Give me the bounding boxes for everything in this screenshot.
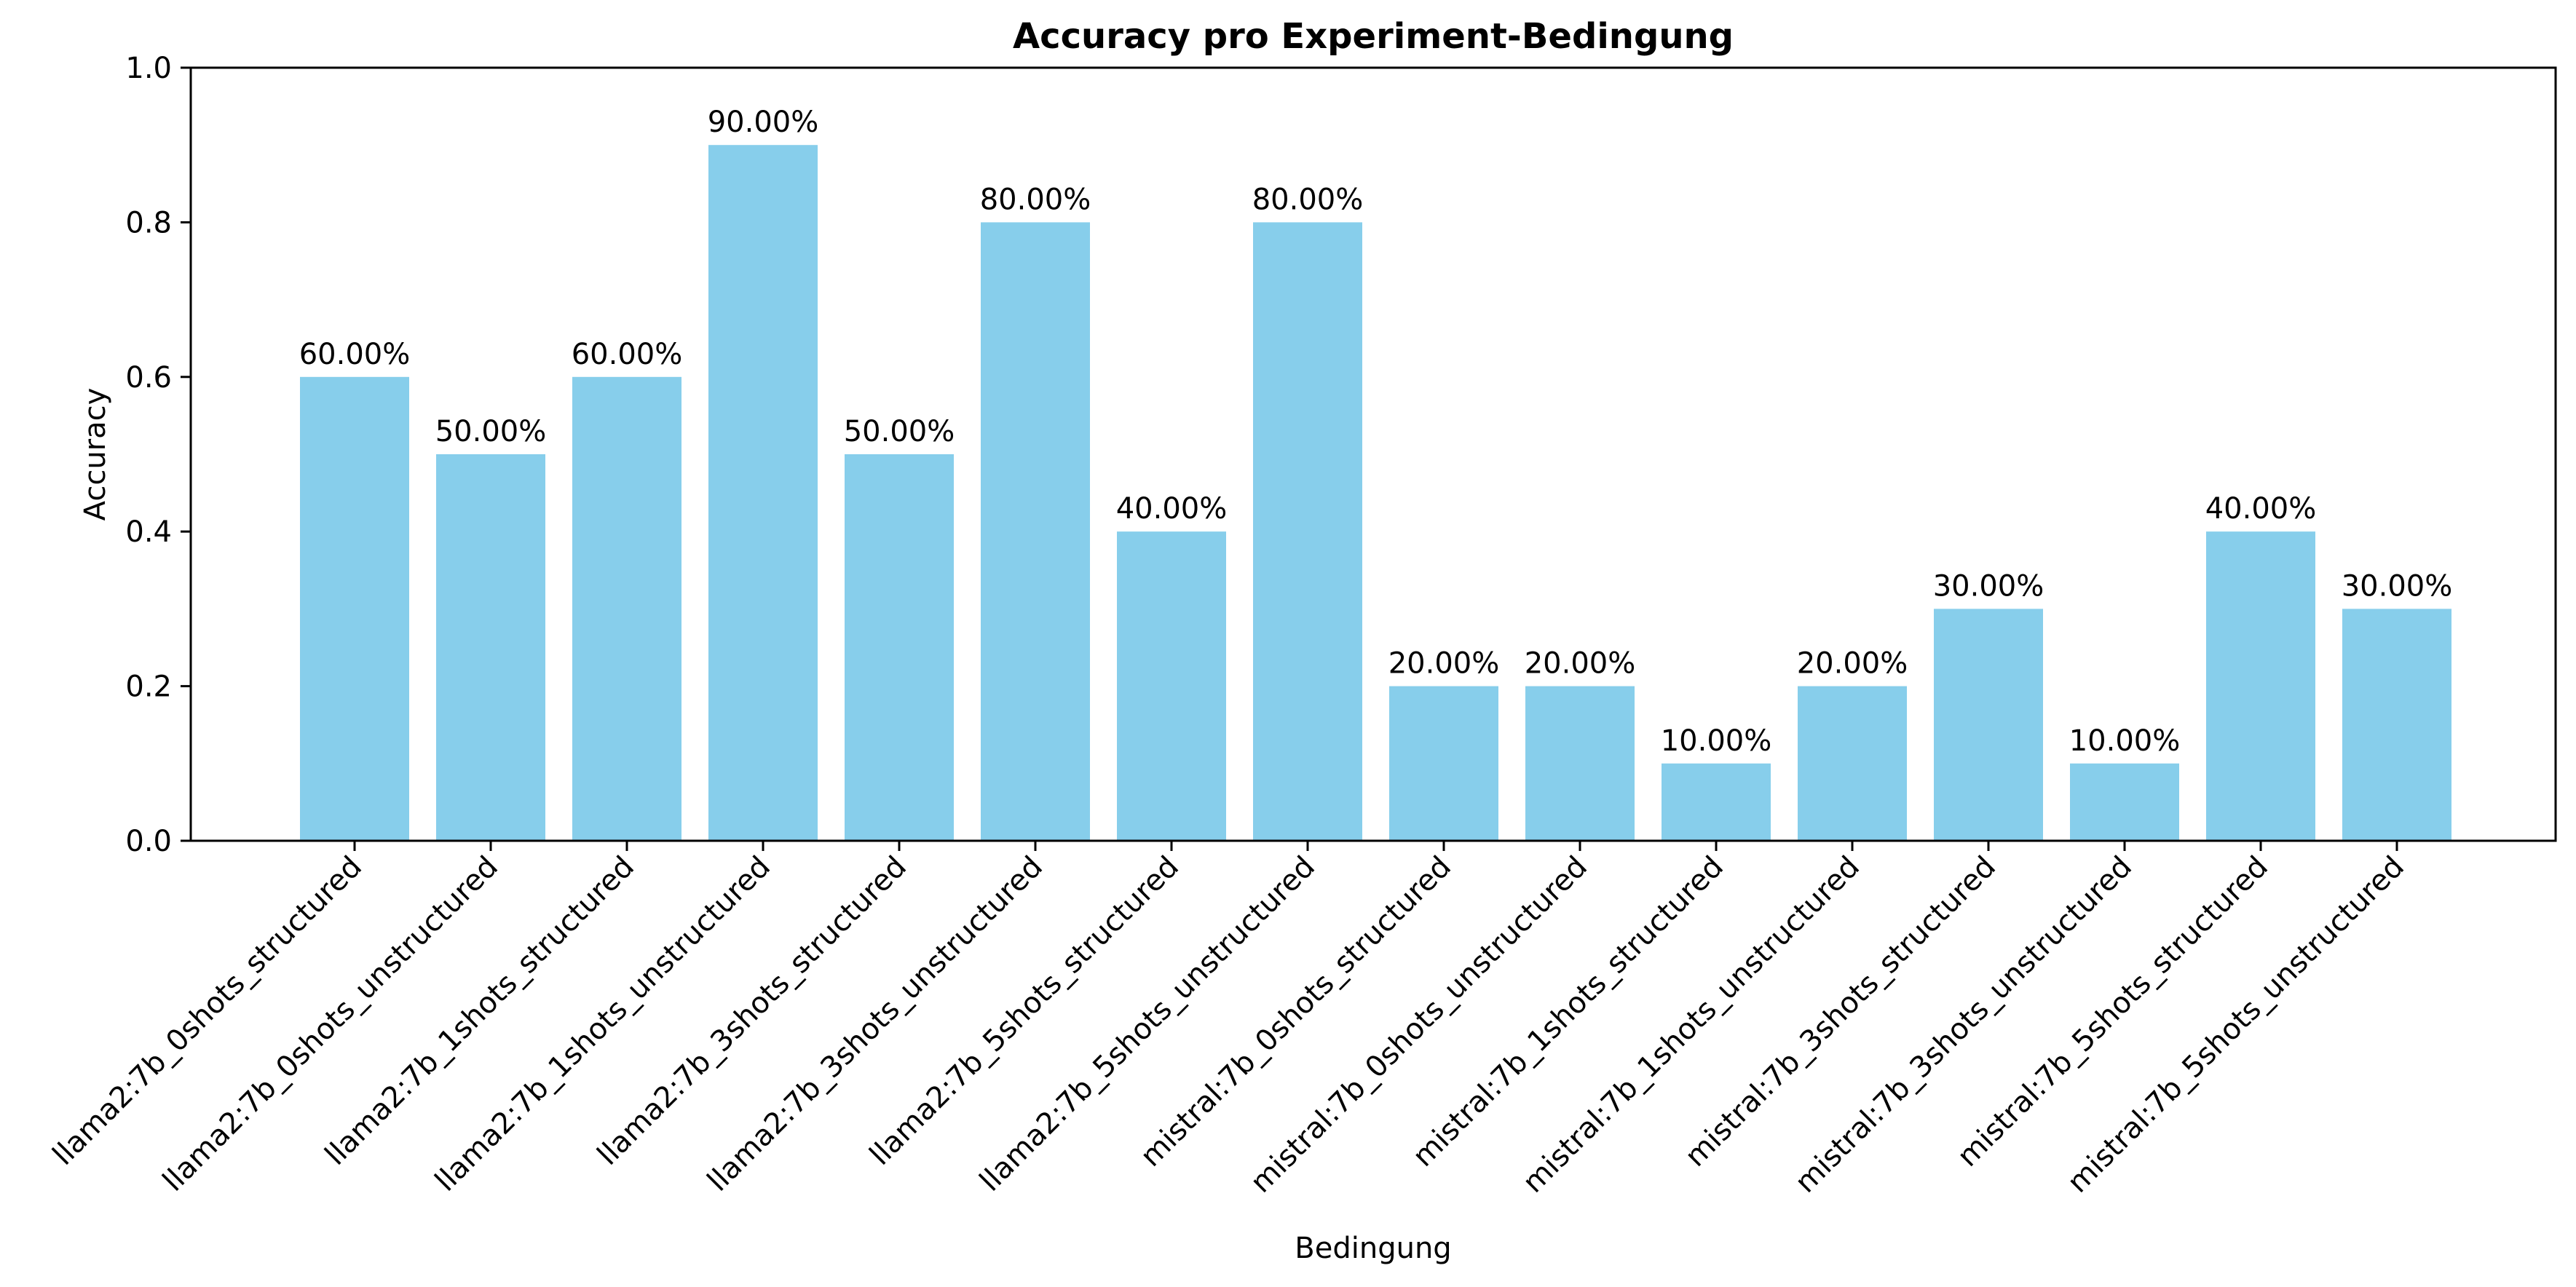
plot-frame [189, 66, 2557, 842]
data-label-12: 20.00% [1797, 647, 1908, 681]
bar-8 [1253, 222, 1362, 841]
y-tick-label: 0.2 [125, 670, 172, 704]
data-label-6: 80.00% [980, 183, 1091, 216]
bar-15 [2206, 531, 2315, 841]
y-tick-label: 0.4 [125, 515, 172, 549]
bar-5 [845, 454, 954, 841]
data-label-3: 60.00% [572, 338, 683, 371]
bar-10 [1525, 686, 1635, 841]
bars-layer [300, 145, 2451, 841]
data-label-9: 20.00% [1388, 647, 1500, 681]
data-label-2: 50.00% [435, 415, 547, 448]
y-tick-label: 0.6 [125, 361, 172, 395]
y-axis-label: Accuracy [79, 388, 112, 521]
y-tick-label: 1.0 [125, 52, 172, 85]
bar-13 [1934, 609, 2043, 841]
bar-9 [1389, 686, 1498, 841]
bar-11 [1662, 763, 1771, 841]
bar-1 [300, 376, 409, 841]
bar-6 [981, 222, 1090, 841]
data-label-16: 30.00% [2342, 569, 2453, 603]
data-labels-layer: 60.00% 50.00% 60.00% 90.00% 50.00% 80.00% 40.0… [299, 106, 2453, 758]
bar-7 [1117, 531, 1226, 841]
data-label-4: 90.00% [708, 106, 819, 139]
data-label-15: 40.00% [2205, 492, 2317, 526]
bar-3 [572, 376, 681, 841]
data-label-8: 80.00% [1252, 183, 1364, 216]
data-label-11: 10.00% [1661, 724, 1772, 758]
bar-12 [1798, 686, 1907, 841]
data-label-10: 20.00% [1525, 647, 1636, 681]
y-axis-ticks: 0.0 0.2 0.4 0.6 0.8 1.0 [125, 52, 191, 858]
chart-title: Accuracy pro Experiment-Bedingung [1013, 16, 1734, 57]
bar-2 [436, 454, 545, 841]
data-label-7: 40.00% [1116, 492, 1228, 526]
y-tick-label: 0.0 [125, 825, 172, 858]
data-label-5: 50.00% [844, 415, 955, 448]
data-label-13: 30.00% [1933, 569, 2044, 603]
bar-4 [708, 145, 818, 841]
data-label-1: 60.00% [299, 338, 411, 371]
y-tick-label: 0.8 [125, 206, 172, 239]
x-axis-ticks: llama2:7b_0shots_structuredllama2:7b_0sh… [47, 841, 2411, 1200]
bar-16 [2342, 609, 2451, 841]
data-label-14: 10.00% [2069, 724, 2181, 758]
x-axis-label: Bedingung [1295, 1232, 1451, 1265]
bar-14 [2070, 763, 2179, 841]
